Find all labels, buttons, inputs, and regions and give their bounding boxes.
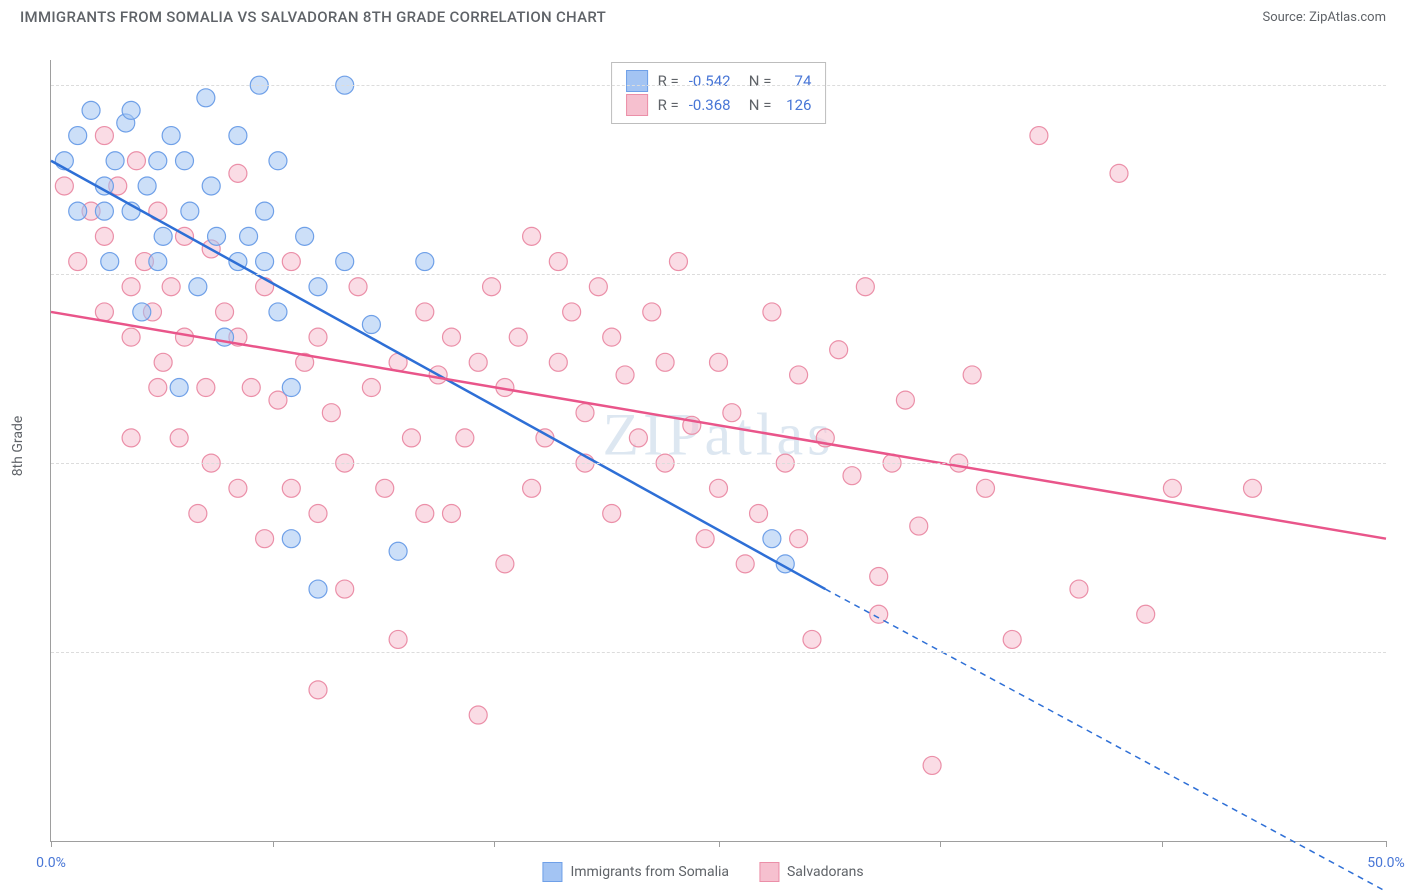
legend-item: Salvadorans — [759, 862, 864, 882]
y-tick-label: 85.0% — [1396, 455, 1406, 471]
chart-title: IMMIGRANTS FROM SOMALIA VS SALVADORAN 8T… — [20, 8, 606, 26]
bottom-legend: Immigrants from Somalia Salvadorans — [542, 862, 863, 882]
y-tick-label: 92.5% — [1396, 266, 1406, 282]
scatter-svg — [51, 60, 1386, 841]
y-tick-label: 77.5% — [1396, 644, 1406, 660]
source-attribution: Source: ZipAtlas.com — [1262, 10, 1386, 25]
chart-plot-area: ZIPatlas R = -0.542 N = 74 R = -0.368 N … — [50, 60, 1386, 842]
legend-item: Immigrants from Somalia — [542, 862, 729, 882]
x-tick-label: 0.0% — [36, 855, 66, 871]
x-tick-label: 50.0% — [1367, 855, 1405, 871]
legend-swatch-blue — [542, 862, 562, 882]
y-tick-label: 100.0% — [1396, 77, 1406, 93]
y-axis-label: 8th Grade — [10, 416, 26, 477]
legend-swatch-pink — [759, 862, 779, 882]
legend-label: Salvadorans — [787, 864, 864, 880]
legend-label: Immigrants from Somalia — [570, 864, 729, 880]
